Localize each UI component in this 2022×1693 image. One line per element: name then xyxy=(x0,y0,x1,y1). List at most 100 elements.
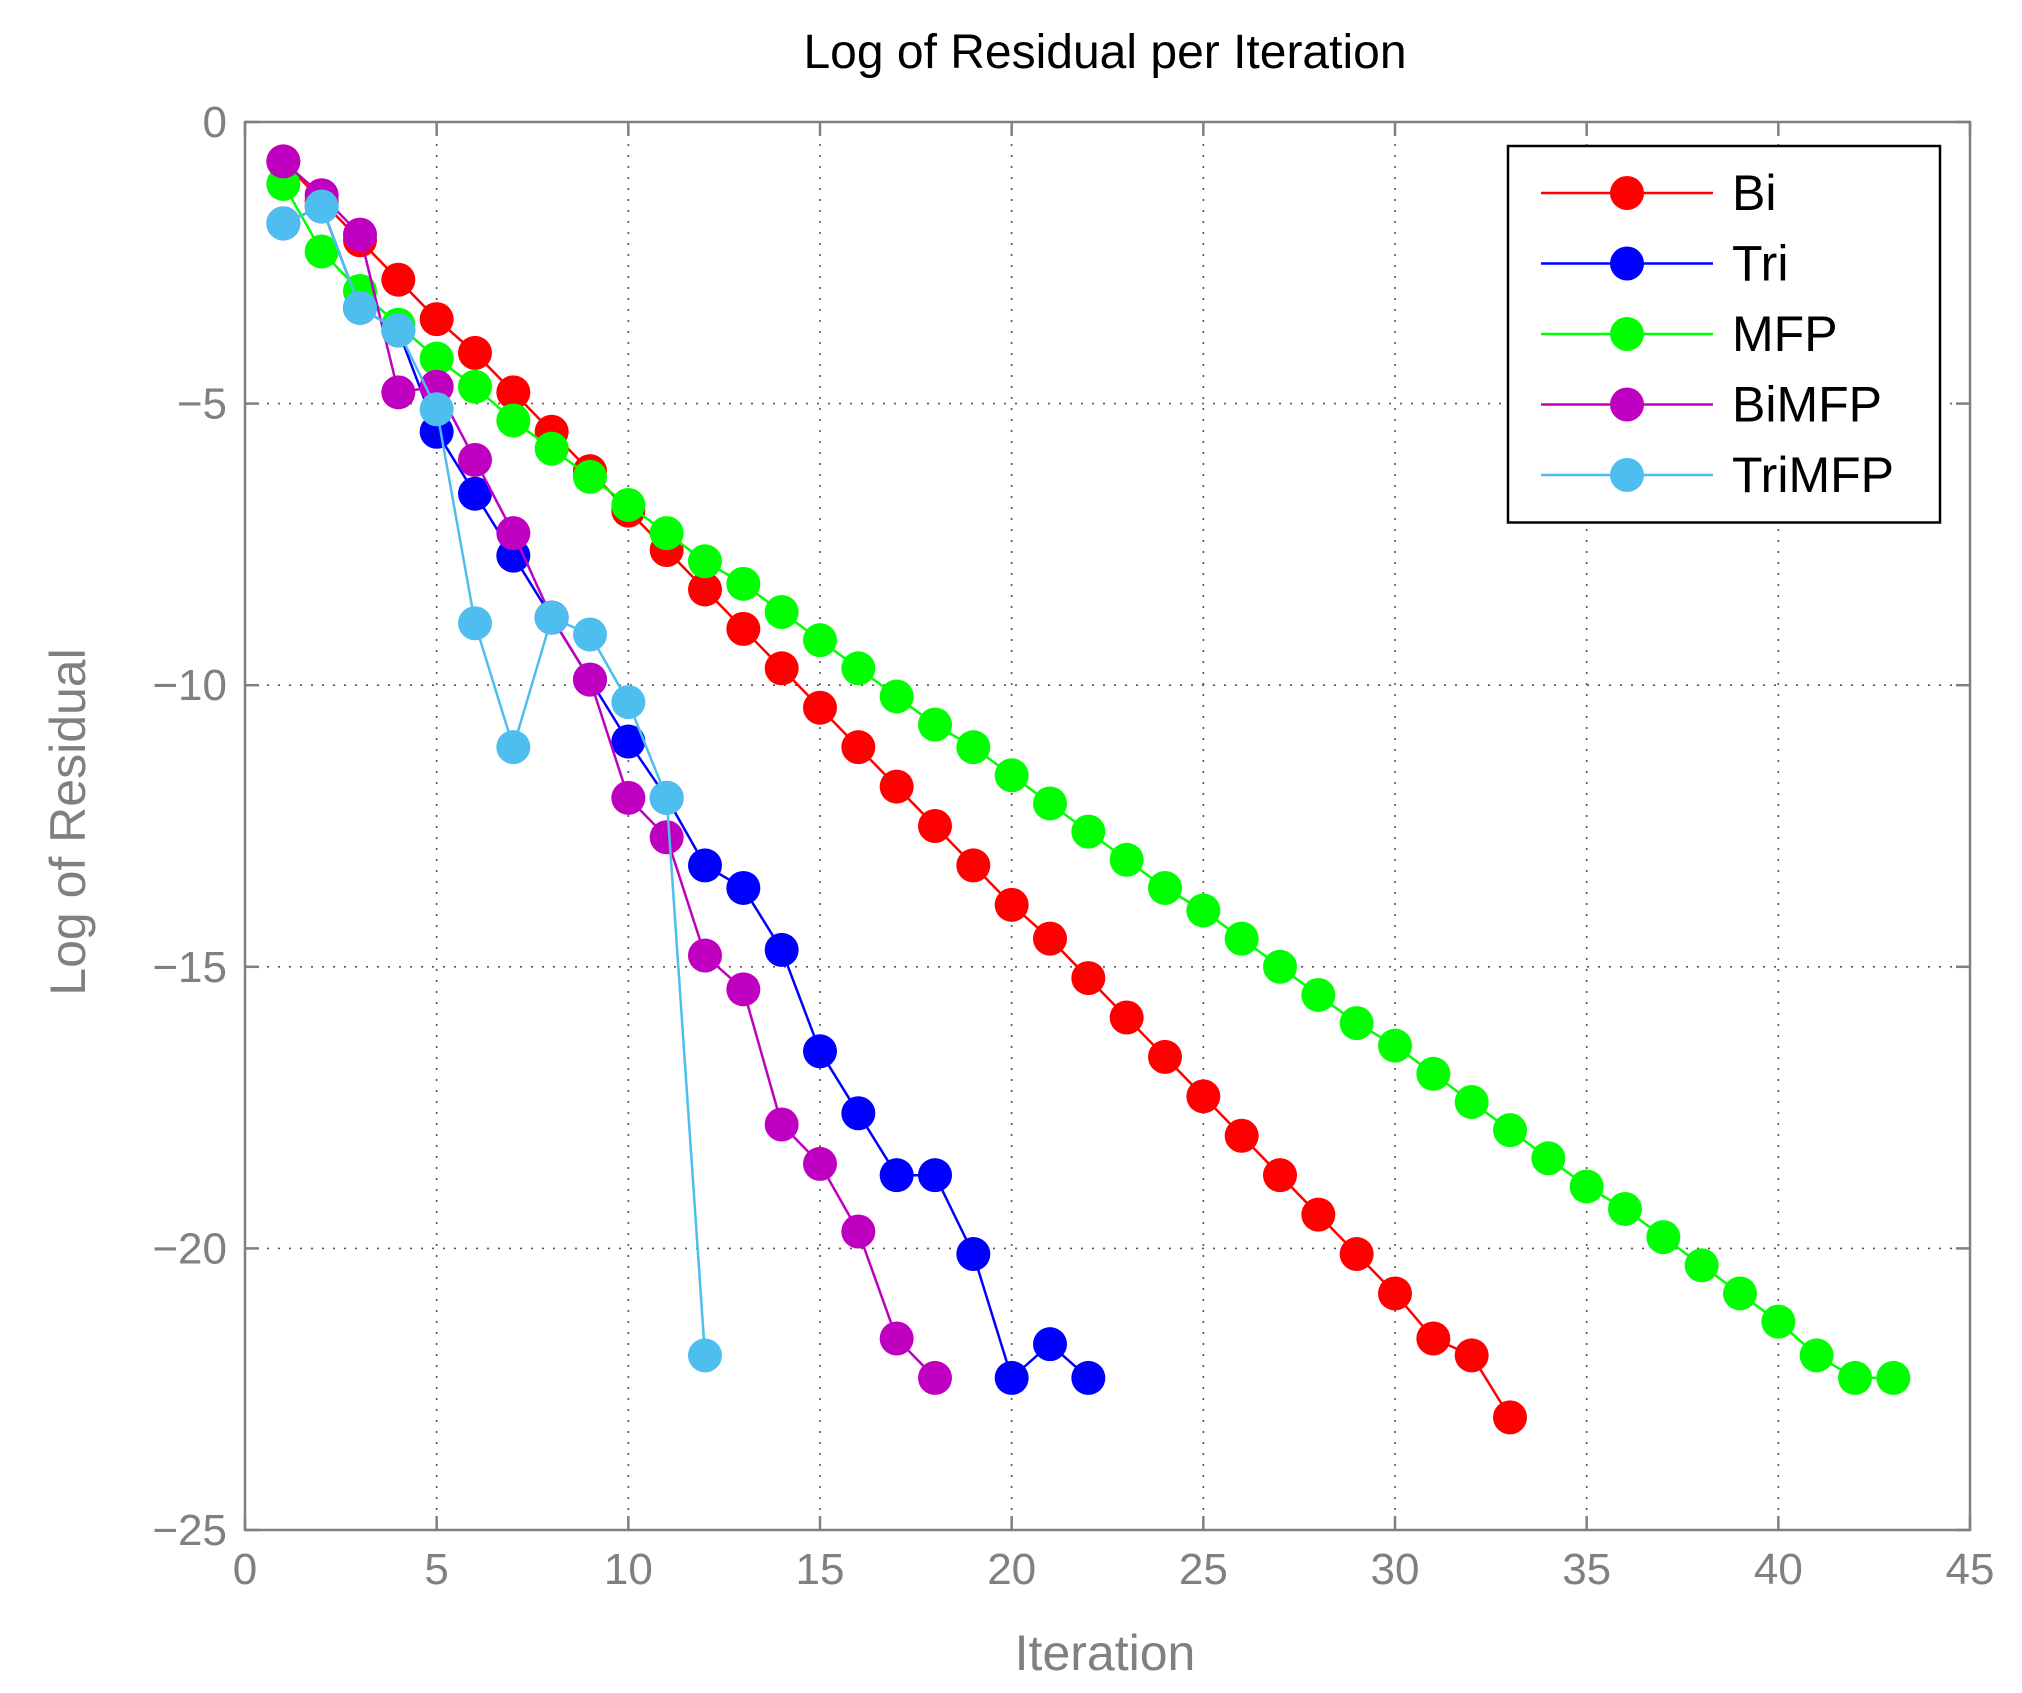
data-point-trimfp xyxy=(266,206,301,241)
data-point-mfp xyxy=(1608,1191,1642,1226)
series-line-trimfp xyxy=(282,205,707,1356)
data-point-bi xyxy=(879,769,914,804)
data-point-bi xyxy=(1301,1197,1336,1232)
data-point-bi xyxy=(1224,1118,1259,1153)
data-point-bi xyxy=(1071,961,1106,996)
data-point-tri xyxy=(726,870,761,905)
legend-item-trimfp: TriMFP xyxy=(1541,447,1894,503)
data-point-trimfp xyxy=(343,290,377,325)
data-point-bi xyxy=(1339,1237,1374,1272)
data-point-tri xyxy=(611,724,646,759)
data-point-bi xyxy=(1378,1276,1412,1311)
legend-item-bimfp: BiMFP xyxy=(1541,377,1882,433)
data-point-tri xyxy=(803,1034,837,1069)
data-point-mfp xyxy=(764,594,799,629)
y-tick-label: −25 xyxy=(152,1506,227,1555)
data-point-mfp xyxy=(1569,1169,1604,1204)
data-point-mfp xyxy=(956,730,991,765)
data-point-mfp xyxy=(1148,870,1182,905)
legend-swatch-marker xyxy=(1610,246,1644,281)
data-point-bimfp xyxy=(458,442,492,477)
data-point-mfp xyxy=(1378,1028,1412,1063)
x-tick-label: 30 xyxy=(1371,1545,1420,1594)
data-point-mfp xyxy=(1033,786,1067,821)
data-point-bi xyxy=(803,690,837,725)
data-point-bi xyxy=(918,809,952,843)
data-point-bi xyxy=(726,611,761,646)
data-point-trimfp xyxy=(458,606,492,641)
y-tick-label: −20 xyxy=(152,1224,227,1273)
data-point-mfp xyxy=(458,369,492,404)
data-point-tri xyxy=(879,1158,914,1193)
data-point-bi xyxy=(956,848,991,883)
data-point-mfp xyxy=(304,234,339,269)
data-point-bi xyxy=(1493,1400,1527,1435)
legend-item-bi: Bi xyxy=(1541,165,1776,221)
data-point-tri xyxy=(688,848,722,883)
data-point-bi xyxy=(1033,921,1067,956)
data-point-mfp xyxy=(994,758,1029,793)
legend-swatch-marker xyxy=(1610,317,1644,351)
data-point-mfp xyxy=(1071,814,1106,849)
data-point-tri xyxy=(841,1096,876,1131)
data-point-bi xyxy=(1416,1321,1451,1356)
legend-label: Tri xyxy=(1732,236,1788,292)
data-point-mfp xyxy=(1684,1248,1719,1283)
data-point-tri xyxy=(1071,1360,1106,1395)
data-point-bi xyxy=(764,651,799,686)
data-point-mfp xyxy=(649,516,684,551)
data-point-mfp xyxy=(1838,1360,1872,1395)
data-point-bi xyxy=(1263,1158,1297,1193)
data-point-trimfp xyxy=(649,780,684,815)
data-point-mfp xyxy=(573,459,607,494)
data-point-trimfp xyxy=(419,392,454,427)
data-point-bimfp xyxy=(803,1146,837,1181)
data-point-bimfp xyxy=(266,144,301,179)
data-point-mfp xyxy=(1224,921,1259,956)
data-point-bi xyxy=(1454,1338,1489,1373)
data-point-mfp xyxy=(1186,893,1221,928)
legend-label: TriMFP xyxy=(1732,447,1894,503)
data-series xyxy=(266,144,1911,1435)
data-point-mfp xyxy=(1876,1360,1911,1395)
series-trimfp xyxy=(266,189,722,1373)
legend-label: MFP xyxy=(1732,306,1838,362)
series-mfp xyxy=(266,166,1911,1395)
data-point-mfp xyxy=(1646,1220,1681,1255)
data-point-mfp xyxy=(1493,1113,1527,1148)
data-point-bimfp xyxy=(726,972,761,1007)
data-point-bi xyxy=(1186,1079,1221,1114)
legend-swatch-marker xyxy=(1610,458,1644,492)
data-point-tri xyxy=(956,1237,991,1272)
data-point-trimfp xyxy=(381,313,416,348)
data-point-bimfp xyxy=(879,1321,914,1356)
data-point-mfp xyxy=(1454,1084,1489,1119)
x-tick-label: 25 xyxy=(1179,1545,1228,1594)
data-point-tri xyxy=(458,476,492,511)
x-tick-label: 35 xyxy=(1562,1545,1611,1594)
data-point-mfp xyxy=(1799,1338,1834,1373)
y-tick-label: −10 xyxy=(152,661,227,710)
data-point-mfp xyxy=(1339,1006,1374,1041)
legend-label: Bi xyxy=(1732,165,1776,221)
x-tick-label: 0 xyxy=(233,1545,257,1594)
x-tick-label: 20 xyxy=(987,1545,1036,1594)
series-line-tri xyxy=(282,205,1090,1380)
data-point-mfp xyxy=(688,544,722,579)
data-point-mfp xyxy=(611,487,646,522)
data-point-tri xyxy=(764,932,799,967)
data-point-bi xyxy=(419,302,454,337)
data-point-trimfp xyxy=(304,189,339,224)
legend-item-tri: Tri xyxy=(1541,236,1788,292)
data-point-mfp xyxy=(918,707,952,742)
y-tick-label: 0 xyxy=(203,98,227,147)
plot-area-frame xyxy=(243,120,1972,1532)
data-point-mfp xyxy=(726,566,761,601)
data-point-bimfp xyxy=(688,938,722,973)
data-point-bimfp xyxy=(381,375,416,410)
data-point-mfp xyxy=(496,403,531,438)
axis-ticks: 0 5 10 15 20 25 30 35 40 45 0 −5 −10 −15 −20 −25 xyxy=(152,98,1994,1594)
data-point-bi xyxy=(1148,1039,1182,1074)
legend-item-mfp: MFP xyxy=(1541,306,1838,362)
